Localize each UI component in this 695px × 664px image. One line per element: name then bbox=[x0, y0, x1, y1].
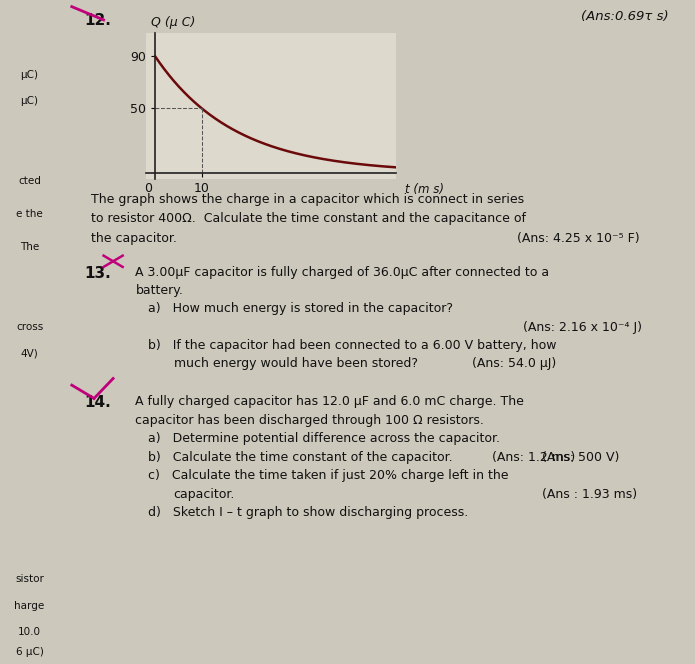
Text: A 3.00μF capacitor is fully charged of 36.0μC after connected to a: A 3.00μF capacitor is fully charged of 3… bbox=[136, 266, 550, 279]
Text: (Ans: 500 V): (Ans: 500 V) bbox=[542, 451, 620, 464]
Text: μC): μC) bbox=[21, 70, 38, 80]
Text: to resistor 400Ω.  Calculate the time constant and the capacitance of: to resistor 400Ω. Calculate the time con… bbox=[91, 212, 526, 226]
Text: b)   If the capacitor had been connected to a 6.00 V battery, how: b) If the capacitor had been connected t… bbox=[148, 339, 557, 352]
Text: (Ans: 1.2 ms): (Ans: 1.2 ms) bbox=[473, 451, 575, 464]
Text: 4V): 4V) bbox=[21, 349, 38, 359]
Text: a)   How much energy is stored in the capacitor?: a) How much energy is stored in the capa… bbox=[148, 302, 453, 315]
Text: cted: cted bbox=[18, 176, 41, 186]
Text: μC): μC) bbox=[21, 96, 38, 106]
Text: A fully charged capacitor has 12.0 μF and 6.0 mC charge. The: A fully charged capacitor has 12.0 μF an… bbox=[136, 395, 524, 408]
Text: harge: harge bbox=[15, 601, 44, 611]
Text: sistor: sistor bbox=[15, 574, 44, 584]
Text: 14.: 14. bbox=[85, 395, 111, 410]
Text: d)   Sketch I – t graph to show discharging process.: d) Sketch I – t graph to show dischargin… bbox=[148, 506, 468, 519]
Text: 0: 0 bbox=[145, 182, 152, 195]
Text: e the: e the bbox=[16, 209, 43, 219]
Text: cross: cross bbox=[16, 322, 43, 332]
Text: the capacitor.: the capacitor. bbox=[91, 232, 177, 246]
Text: (Ans: 2.16 x 10⁻⁴ J): (Ans: 2.16 x 10⁻⁴ J) bbox=[523, 321, 642, 334]
Text: much energy would have been stored?: much energy would have been stored? bbox=[174, 357, 418, 371]
Text: The: The bbox=[20, 242, 39, 252]
Text: t (m s): t (m s) bbox=[405, 183, 444, 196]
Text: (Ans:0.69τ s): (Ans:0.69τ s) bbox=[580, 10, 668, 23]
Text: capacitor has been discharged through 100 Ω resistors.: capacitor has been discharged through 10… bbox=[136, 414, 484, 427]
Text: capacitor.: capacitor. bbox=[174, 488, 235, 501]
Text: (Ans: 54.0 μJ): (Ans: 54.0 μJ) bbox=[473, 357, 557, 371]
Text: (Ans : 1.93 ms): (Ans : 1.93 ms) bbox=[542, 488, 637, 501]
Text: 12.: 12. bbox=[85, 13, 111, 29]
Text: Q (μ C): Q (μ C) bbox=[151, 17, 195, 29]
Text: The graph shows the charge in a capacitor which is connect in series: The graph shows the charge in a capacito… bbox=[91, 193, 524, 206]
Text: battery.: battery. bbox=[136, 284, 183, 297]
Text: b)   Calculate the time constant of the capacitor.: b) Calculate the time constant of the ca… bbox=[148, 451, 452, 464]
Text: 10.0: 10.0 bbox=[18, 627, 41, 637]
Text: 6 μC): 6 μC) bbox=[15, 647, 44, 657]
Text: a)   Determine potential difference across the capacitor.: a) Determine potential difference across… bbox=[148, 432, 500, 446]
Text: 13.: 13. bbox=[85, 266, 111, 281]
Text: (Ans: 4.25 x 10⁻⁵ F): (Ans: 4.25 x 10⁻⁵ F) bbox=[517, 232, 639, 246]
Text: c)   Calculate the time taken if just 20% charge left in the: c) Calculate the time taken if just 20% … bbox=[148, 469, 509, 483]
